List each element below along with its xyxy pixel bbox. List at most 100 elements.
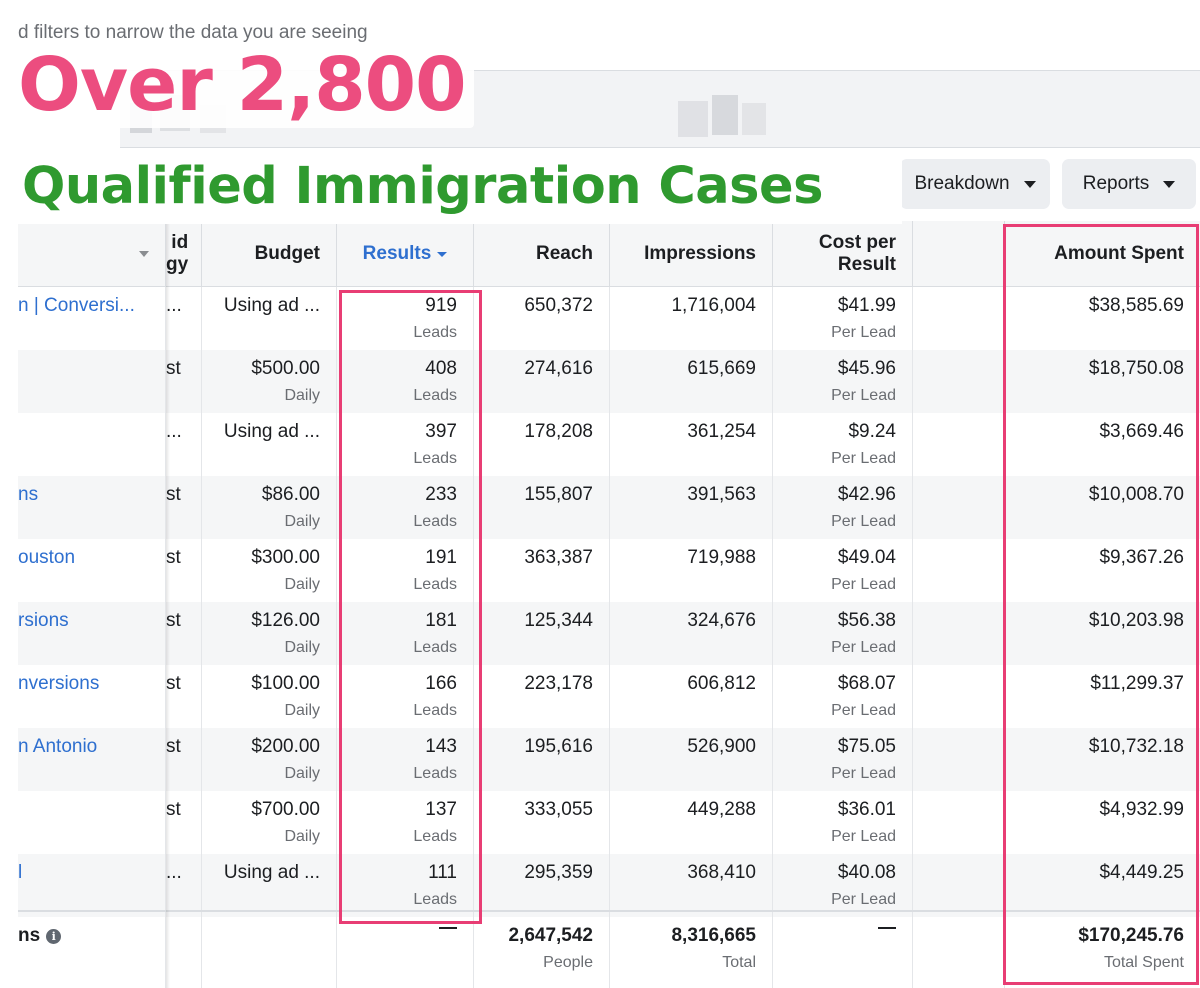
bid-strategy-value: st <box>166 547 181 568</box>
campaign-name-link[interactable]: nversions <box>18 673 100 694</box>
cpr-subtext: Per Lead <box>831 450 896 467</box>
budget-value: Using ad ... <box>223 862 320 883</box>
reach-cell: 274,616 <box>474 350 610 413</box>
impressions-cell: 361,254 <box>610 413 773 476</box>
header-bid-strategy[interactable]: id gy <box>166 221 202 287</box>
budget-value: $126.00 <box>251 610 320 631</box>
cpr-value: $45.96 <box>837 358 896 379</box>
header-impressions[interactable]: Impressions <box>610 221 773 287</box>
amount-cell: $4,932.99 <box>1005 791 1200 854</box>
results-value: 397 <box>425 421 457 442</box>
reports-button[interactable]: Reports <box>1062 159 1196 209</box>
header-amount-spent[interactable]: Amount Spent <box>1054 243 1184 264</box>
reach-cell: 650,372 <box>474 287 610 350</box>
cpr-value: $40.08 <box>837 862 896 883</box>
amount-spent-highlight-box <box>1003 224 1199 985</box>
results-subtext: Leads <box>413 513 457 530</box>
reach-value: 125,344 <box>524 610 593 631</box>
bid-strategy-value: ... <box>166 295 182 316</box>
reach-value: 295,359 <box>524 862 593 883</box>
cpr-value: $36.01 <box>837 799 896 820</box>
header-reach[interactable]: Reach <box>474 221 610 287</box>
reach-value: 274,616 <box>524 358 593 379</box>
name-cell: n Antonio <box>18 728 166 791</box>
impressions-cell: 368,410 <box>610 854 773 917</box>
cpr-subtext: Per Lead <box>831 891 896 908</box>
budget-cell: Using ad ... <box>202 854 337 917</box>
name-cell: nversions <box>18 665 166 728</box>
header-blank <box>913 221 1005 287</box>
info-icon[interactable]: i <box>46 928 62 944</box>
results-value: 919 <box>425 295 457 316</box>
table-row[interactable]: ouston st $300.00 Daily 191 Leads 363,387 719,9… <box>18 539 1200 602</box>
header-cost-per-result[interactable]: Cost per Result <box>773 221 913 287</box>
blank-cell <box>913 665 1005 728</box>
results-value: 166 <box>425 673 457 694</box>
blank-cell <box>913 602 1005 665</box>
table-row[interactable]: nversions st $100.00 Daily 166 Leads 223,178 60… <box>18 665 1200 728</box>
table-row[interactable]: n | Conversi...... Using ad ... 919 Leads 65… <box>18 287 1200 350</box>
results-subtext: Leads <box>413 450 457 467</box>
campaign-name-link[interactable]: l <box>18 862 23 883</box>
campaign-name-link[interactable]: n Antonio <box>18 736 98 757</box>
cpr-subtext: Per Lead <box>831 324 896 341</box>
bid-cell: st <box>166 539 202 602</box>
results-value: 137 <box>425 799 457 820</box>
table-row[interactable]: ... Using ad ... 397 Leads 178,208 361,254 $9.… <box>18 413 1200 476</box>
bid-cell: ... <box>166 854 202 917</box>
results-value: 191 <box>425 547 457 568</box>
results-value: 408 <box>425 358 457 379</box>
cpr-subtext: Per Lead <box>831 828 896 845</box>
totals-row: ns i 2,647,542 People 8,316,665 Total $17… <box>18 910 1200 988</box>
header-budget[interactable]: Budget <box>202 221 337 287</box>
cpr-subtext: Per Lead <box>831 765 896 782</box>
campaign-name-link[interactable]: n | Conversi... <box>18 295 135 316</box>
cpr-cell: $36.01 Per Lead <box>773 791 913 854</box>
bid-cell: ... <box>166 413 202 476</box>
budget-cell: Using ad ... <box>202 287 337 350</box>
results-cell: 191 Leads <box>337 539 474 602</box>
campaign-name-link[interactable]: ns <box>18 484 39 505</box>
cpr-value: $9.24 <box>848 421 896 442</box>
name-cell: ouston <box>18 539 166 602</box>
campaign-name-link[interactable]: ouston <box>18 547 76 568</box>
cpr-cell: $9.24 Per Lead <box>773 413 913 476</box>
bid-cell: ... <box>166 287 202 350</box>
budget-subtext: Daily <box>284 639 320 656</box>
budget-cell: Using ad ... <box>202 413 337 476</box>
sort-desc-icon <box>437 251 448 257</box>
blank-cell <box>913 539 1005 602</box>
results-value: 111 <box>428 862 457 883</box>
overlay-subtitle: Qualified Immigration Cases <box>14 152 902 224</box>
amount-cell: $9,367.26 <box>1005 539 1200 602</box>
reports-label: Reports <box>1082 173 1150 194</box>
budget-subtext: Daily <box>284 828 320 845</box>
bid-strategy-value: ... <box>166 421 182 442</box>
breakdown-button[interactable]: Breakdown <box>900 159 1050 209</box>
breakdown-label: Breakdown <box>914 173 1010 194</box>
impressions-cell: 324,676 <box>610 602 773 665</box>
reach-cell: 178,208 <box>474 413 610 476</box>
totals-amount-sub: Total Spent <box>1103 954 1184 971</box>
totals-results-cell <box>337 912 474 988</box>
header-name[interactable] <box>18 221 166 287</box>
budget-cell: $126.00 Daily <box>202 602 337 665</box>
totals-impressions-sub: Total <box>722 954 756 971</box>
reach-value: 363,387 <box>524 547 593 568</box>
reach-value: 223,178 <box>524 673 593 694</box>
amount-cell: $10,203.98 <box>1005 602 1200 665</box>
bid-strategy-value: st <box>166 736 181 757</box>
impressions-value: 719,988 <box>687 547 756 568</box>
header-results[interactable]: Results <box>337 221 474 287</box>
cpr-subtext: Per Lead <box>831 576 896 593</box>
bid-cell: st <box>166 665 202 728</box>
campaign-name-link[interactable]: rsions <box>18 610 69 631</box>
name-cell: rsions <box>18 602 166 665</box>
amount-value: $11,299.37 <box>1090 673 1184 694</box>
budget-cell: $86.00 Daily <box>202 476 337 539</box>
budget-cell: $500.00 Daily <box>202 350 337 413</box>
totals-cpr-cell <box>773 912 913 988</box>
bid-cell: st <box>166 476 202 539</box>
table-row[interactable]: st $700.00 Daily 137 Leads 333,055 449,288 $36.… <box>18 791 1200 854</box>
reach-value: 155,807 <box>524 484 593 505</box>
